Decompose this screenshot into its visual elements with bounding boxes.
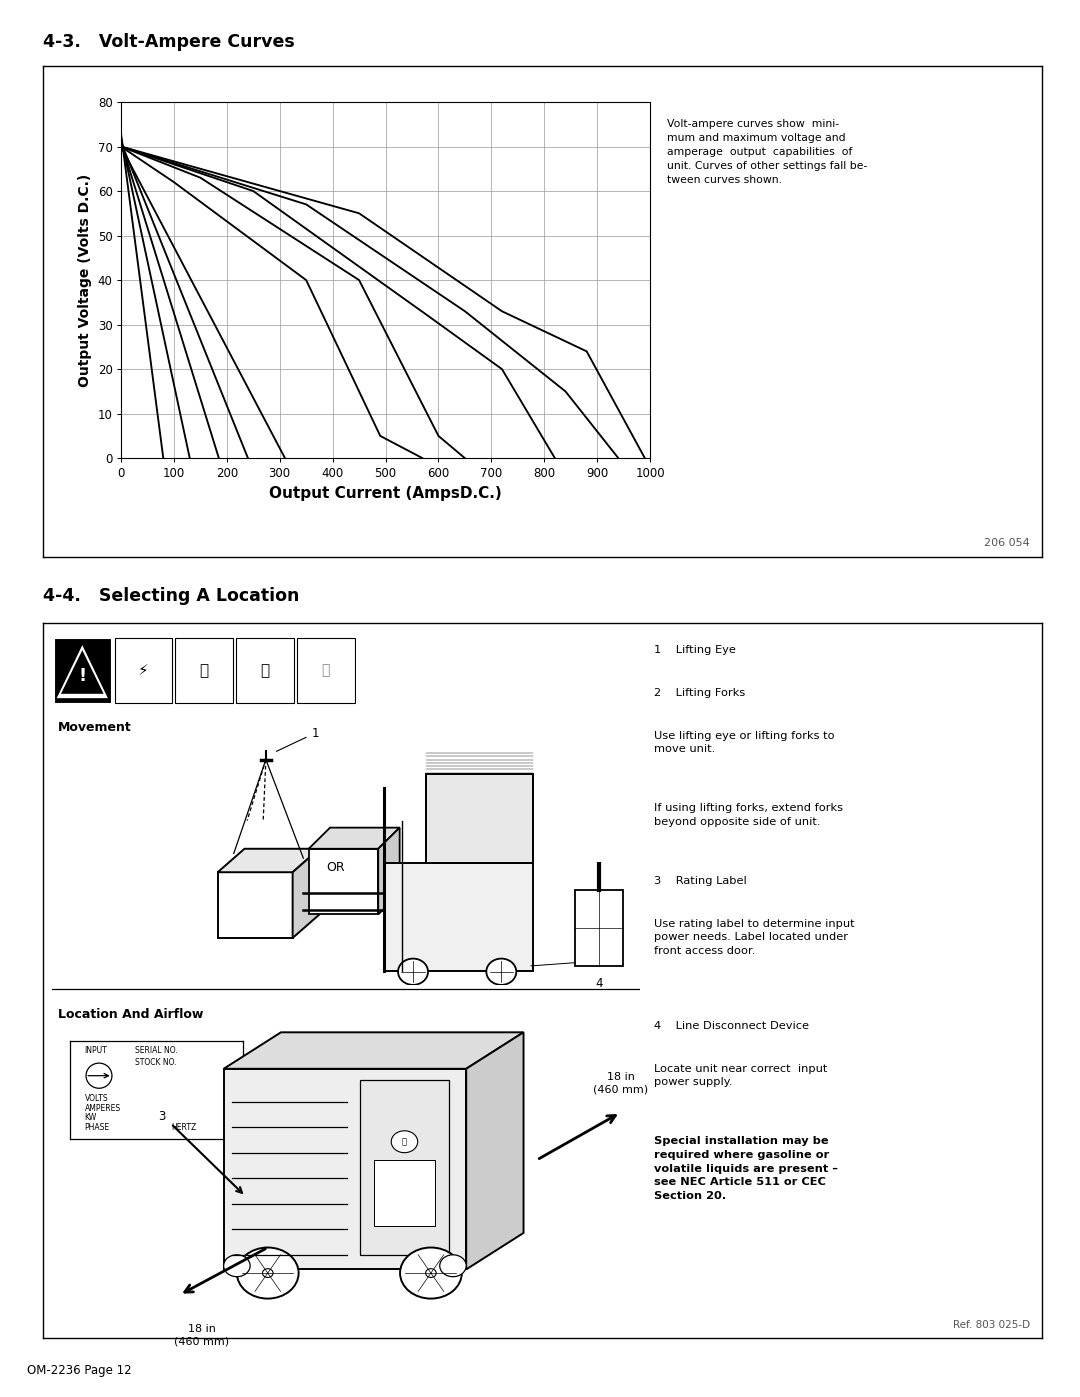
Polygon shape	[57, 645, 108, 698]
Bar	[297, 638, 354, 703]
Text: 2: 2	[599, 956, 607, 968]
Text: 4    Line Disconnect Device: 4 Line Disconnect Device	[653, 1021, 809, 1031]
Text: SERIAL NO.: SERIAL NO.	[135, 1046, 178, 1055]
Text: VOLTS: VOLTS	[84, 1094, 108, 1102]
Bar	[54, 638, 111, 703]
Text: 18 in
(460 mm): 18 in (460 mm)	[593, 1071, 648, 1094]
Text: 4-3.   Volt-Ampere Curves: 4-3. Volt-Ampere Curves	[43, 32, 295, 50]
Text: !: !	[78, 668, 86, 686]
Text: Ref. 803 025-D: Ref. 803 025-D	[953, 1320, 1030, 1330]
Circle shape	[262, 1268, 273, 1277]
Polygon shape	[427, 774, 534, 863]
Text: 🔥: 🔥	[200, 664, 208, 678]
Text: 1    Lifting Eye: 1 Lifting Eye	[653, 645, 735, 655]
Polygon shape	[467, 1032, 524, 1270]
Text: 4: 4	[595, 977, 603, 990]
Text: Volt-ampere curves show  mini-
mum and maximum voltage and
amperage  output  cap: Volt-ampere curves show mini- mum and ma…	[667, 119, 868, 184]
Text: ⚡: ⚡	[138, 664, 149, 678]
Polygon shape	[378, 827, 400, 915]
Text: 3    Rating Label: 3 Rating Label	[653, 876, 746, 886]
Circle shape	[400, 1248, 462, 1299]
Text: OR: OR	[326, 861, 345, 875]
Polygon shape	[224, 1032, 524, 1069]
Circle shape	[237, 1248, 298, 1299]
Text: OM-2236 Page 12: OM-2236 Page 12	[27, 1363, 132, 1377]
Text: Location And Airflow: Location And Airflow	[58, 1007, 204, 1021]
Text: 🔒: 🔒	[402, 1137, 407, 1146]
Text: PHASE: PHASE	[84, 1123, 110, 1132]
Text: 206 054: 206 054	[985, 538, 1030, 548]
Text: Locate unit near correct  input
power supply.: Locate unit near correct input power sup…	[653, 1065, 827, 1087]
Bar	[218, 872, 293, 937]
Polygon shape	[60, 650, 104, 694]
Text: 1: 1	[311, 728, 319, 740]
Y-axis label: Output Voltage (Volts D.C.): Output Voltage (Volts D.C.)	[78, 173, 92, 387]
Text: Use rating label to determine input
power needs. Label located under
front acces: Use rating label to determine input powe…	[653, 919, 854, 956]
Circle shape	[426, 1268, 436, 1277]
Polygon shape	[576, 890, 623, 967]
Bar	[309, 849, 378, 915]
Circle shape	[486, 958, 516, 985]
Text: HERTZ: HERTZ	[171, 1123, 197, 1132]
Text: Movement: Movement	[58, 721, 132, 735]
Circle shape	[86, 1063, 112, 1088]
Polygon shape	[224, 1069, 467, 1270]
Circle shape	[399, 958, 428, 985]
X-axis label: Output Current (AmpsD.C.): Output Current (AmpsD.C.)	[269, 486, 502, 502]
Text: Use lifting eye or lifting forks to
move unit.: Use lifting eye or lifting forks to move…	[653, 731, 834, 754]
Polygon shape	[309, 827, 400, 849]
Bar	[175, 638, 233, 703]
Circle shape	[224, 1255, 251, 1277]
Text: 🏗: 🏗	[322, 664, 330, 678]
Text: 🏃: 🏃	[260, 664, 270, 678]
Text: KW: KW	[84, 1113, 97, 1122]
Text: 18 in
(460 mm): 18 in (460 mm)	[174, 1324, 229, 1347]
Text: Special installation may be
required where gasoline or
volatile liquids are pres: Special installation may be required whe…	[653, 1136, 838, 1201]
Text: AMPERES: AMPERES	[84, 1104, 121, 1112]
Polygon shape	[293, 849, 320, 937]
Bar	[374, 1160, 435, 1225]
Bar	[114, 638, 172, 703]
Text: INPUT: INPUT	[84, 1046, 107, 1055]
Text: STOCK NO.: STOCK NO.	[135, 1058, 177, 1066]
Text: 4-4.   Selecting A Location: 4-4. Selecting A Location	[43, 587, 299, 605]
Circle shape	[440, 1255, 467, 1277]
Bar	[237, 638, 294, 703]
Circle shape	[391, 1130, 418, 1153]
Polygon shape	[218, 849, 320, 872]
Text: 3: 3	[159, 1109, 165, 1123]
Bar	[361, 1080, 448, 1255]
Polygon shape	[383, 863, 534, 971]
Text: If using lifting forks, extend forks
beyond opposite side of unit.: If using lifting forks, extend forks bey…	[653, 803, 842, 827]
Text: 2    Lifting Forks: 2 Lifting Forks	[653, 687, 745, 698]
